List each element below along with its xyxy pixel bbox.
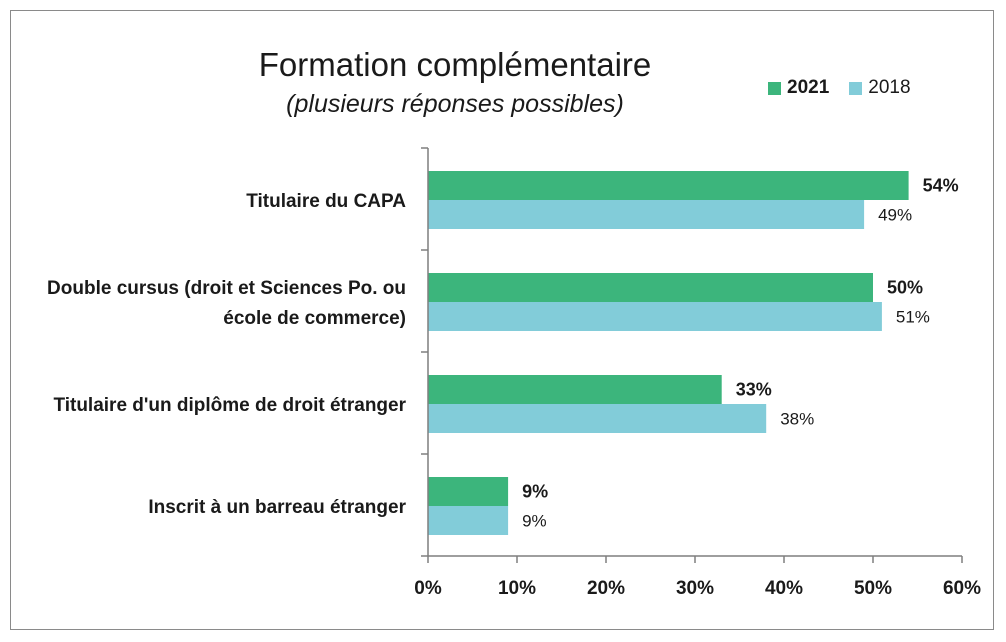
- x-tick-label-4: 40%: [765, 578, 803, 599]
- legend: 2021 2018: [768, 76, 931, 100]
- data-label-2018-1: 51%: [896, 308, 930, 327]
- category-label-0-0: Titulaire du CAPA: [246, 191, 406, 212]
- legend-swatch-2018: [849, 81, 863, 95]
- bar-2021-1: [428, 273, 873, 302]
- bar-2018-2: [428, 404, 767, 433]
- data-label-2021-0: 54%: [923, 176, 959, 196]
- legend-label-2021: 2021: [787, 77, 830, 98]
- x-tick-label-6: 60%: [943, 578, 981, 599]
- data-label-2018-0: 49%: [878, 206, 912, 225]
- x-tick-label-1: 10%: [498, 578, 536, 599]
- data-label-2018-3: 9%: [522, 512, 547, 531]
- bar-2018-3: [428, 506, 509, 535]
- legend-label-2018: 2018: [868, 77, 911, 98]
- bar-2021-0: [428, 171, 909, 200]
- bar-2018-0: [428, 200, 865, 229]
- x-tick-label-2: 20%: [587, 578, 625, 599]
- bar-2021-2: [428, 375, 722, 404]
- bar-2021-3: [428, 477, 509, 506]
- category-label-1-1: école de commerce): [223, 308, 406, 329]
- data-label-2021-2: 33%: [736, 380, 772, 400]
- category-label-3-0: Inscrit à un barreau étranger: [148, 497, 406, 518]
- chart-subtitle: (plusieurs réponses possibles): [286, 90, 624, 118]
- category-label-2-0: Titulaire d'un diplôme de droit étranger: [53, 395, 406, 416]
- legend-item-2018: 2018: [849, 77, 911, 99]
- data-label-2021-3: 9%: [522, 482, 548, 502]
- x-tick-label-0: 0%: [414, 578, 442, 599]
- data-label-2018-2: 38%: [780, 410, 814, 429]
- x-tick-label-3: 30%: [676, 578, 714, 599]
- legend-item-2021: 2021: [768, 77, 829, 99]
- bar-2018-1: [428, 302, 882, 331]
- data-label-2021-1: 50%: [887, 278, 923, 298]
- x-tick-label-5: 50%: [854, 578, 892, 599]
- chart-title: Formation complémentaire: [258, 46, 652, 83]
- category-label-1-0: Double cursus (droit et Sciences Po. ou: [47, 278, 406, 299]
- legend-swatch-2021: [768, 81, 781, 95]
